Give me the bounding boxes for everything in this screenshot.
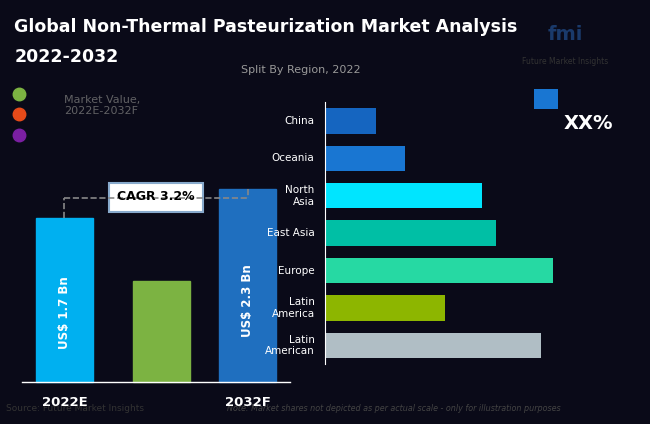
Text: fmi: fmi <box>548 25 583 44</box>
Text: 2032F: 2032F <box>225 396 270 410</box>
Text: 2022E: 2022E <box>42 396 87 410</box>
Bar <box>325 145 405 171</box>
Text: Note: Market shares not depicted as per actual scale - only for illustration pur: Note: Market shares not depicted as per … <box>227 404 561 413</box>
Text: 2022-2032: 2022-2032 <box>14 48 119 66</box>
Text: Split By Region, 2022: Split By Region, 2022 <box>241 64 361 75</box>
Text: Source: Future Market Insights: Source: Future Market Insights <box>6 404 144 413</box>
Bar <box>325 296 445 321</box>
Text: Global Non-Thermal Pasteurization Market Analysis: Global Non-Thermal Pasteurization Market… <box>14 18 518 36</box>
Text: US$ 2.3 Bn: US$ 2.3 Bn <box>241 264 254 337</box>
Bar <box>325 220 496 246</box>
FancyBboxPatch shape <box>109 184 203 212</box>
Text: CAGR 3.2%: CAGR 3.2% <box>117 190 195 203</box>
Bar <box>325 333 541 358</box>
Bar <box>325 183 482 209</box>
Text: Future Market Insights: Future Market Insights <box>523 56 608 66</box>
Bar <box>325 258 552 283</box>
Bar <box>534 89 558 109</box>
Text: XX%: XX% <box>564 114 613 133</box>
Text: Market Value,
2022E-2032F: Market Value, 2022E-2032F <box>64 95 141 116</box>
Text: US$ 1.7 Bn: US$ 1.7 Bn <box>58 277 71 349</box>
Bar <box>325 108 376 134</box>
